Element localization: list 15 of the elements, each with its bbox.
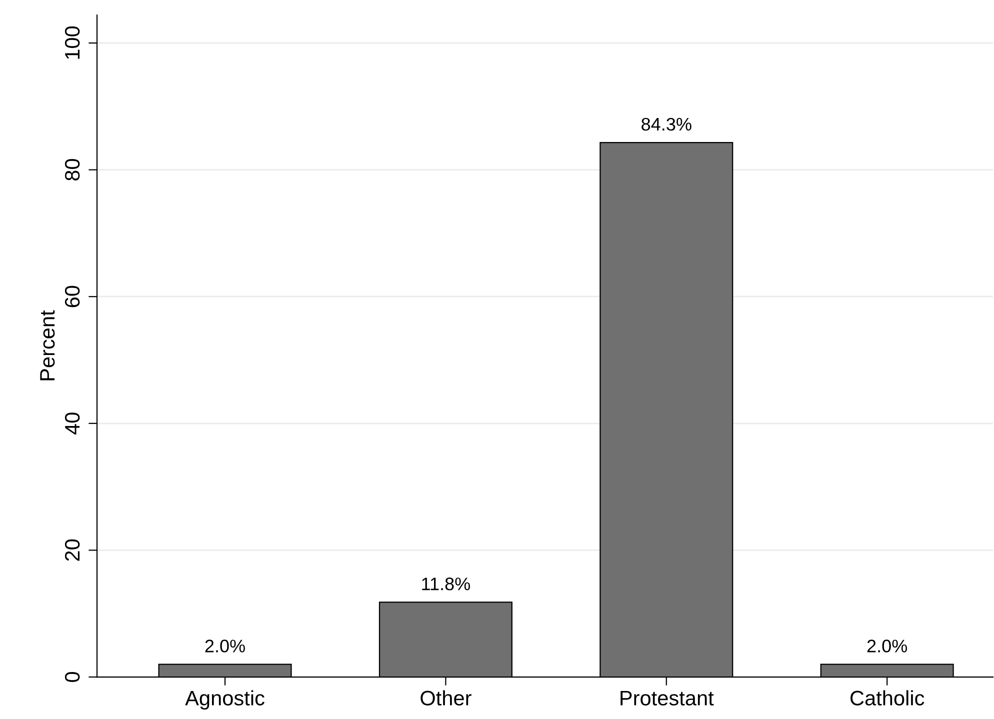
x-tick-label: Agnostic xyxy=(185,690,264,710)
y-tick-label: 100 xyxy=(64,26,80,59)
data-label: 2.0% xyxy=(867,640,908,652)
data-label: 11.8% xyxy=(422,578,470,590)
x-tick-label: Protestant xyxy=(620,690,714,706)
x-tick-label: Catholic xyxy=(850,690,924,706)
y-tick-label: 80 xyxy=(64,159,80,180)
y-tick-label: 0 xyxy=(64,672,80,682)
x-tick-label: Other xyxy=(420,690,472,706)
y-tick-label: 20 xyxy=(64,539,80,561)
y-tick-label: 40 xyxy=(64,412,80,435)
y-axis-title: Percent xyxy=(40,310,55,380)
data-label: 84.3% xyxy=(642,118,692,131)
y-tick-label: 60 xyxy=(64,286,80,308)
data-label: 2.0% xyxy=(205,640,245,652)
